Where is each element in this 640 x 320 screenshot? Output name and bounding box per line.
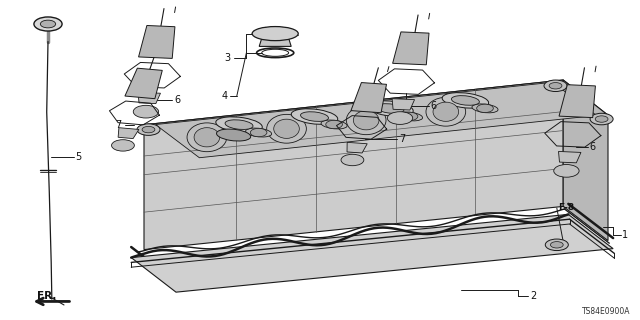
Ellipse shape	[301, 112, 328, 121]
Ellipse shape	[187, 123, 227, 152]
Circle shape	[544, 80, 567, 92]
Text: 1: 1	[622, 230, 628, 240]
Circle shape	[111, 140, 134, 151]
Polygon shape	[131, 214, 613, 292]
Circle shape	[142, 126, 155, 133]
Text: 6: 6	[589, 141, 596, 152]
Polygon shape	[156, 82, 596, 158]
Circle shape	[401, 112, 418, 121]
Polygon shape	[138, 92, 161, 104]
Circle shape	[133, 105, 159, 118]
Circle shape	[477, 104, 493, 113]
Circle shape	[250, 128, 267, 137]
Circle shape	[545, 239, 568, 251]
Ellipse shape	[451, 96, 479, 105]
Ellipse shape	[194, 128, 220, 147]
Ellipse shape	[426, 97, 466, 126]
Polygon shape	[559, 151, 581, 163]
Circle shape	[590, 113, 613, 125]
Ellipse shape	[291, 109, 338, 124]
Text: 7: 7	[115, 120, 122, 130]
Text: 2: 2	[530, 291, 536, 301]
Ellipse shape	[367, 101, 413, 116]
Polygon shape	[392, 32, 429, 65]
Ellipse shape	[225, 120, 253, 130]
Text: TS84E0900A: TS84E0900A	[582, 308, 630, 316]
Polygon shape	[125, 68, 163, 99]
Text: 6: 6	[174, 95, 180, 105]
Ellipse shape	[346, 106, 386, 135]
Ellipse shape	[321, 120, 347, 129]
Circle shape	[387, 112, 413, 124]
Circle shape	[326, 120, 342, 129]
Ellipse shape	[442, 93, 489, 108]
Ellipse shape	[376, 104, 404, 113]
Ellipse shape	[216, 117, 262, 132]
Polygon shape	[144, 80, 563, 250]
Circle shape	[554, 164, 579, 177]
Ellipse shape	[353, 111, 379, 130]
Circle shape	[550, 242, 563, 248]
Text: 4: 4	[221, 91, 227, 101]
Text: 6: 6	[431, 101, 437, 111]
Ellipse shape	[216, 129, 251, 141]
Polygon shape	[559, 85, 595, 118]
Ellipse shape	[472, 104, 498, 113]
Circle shape	[341, 154, 364, 166]
Polygon shape	[351, 83, 387, 113]
Circle shape	[595, 116, 608, 122]
Circle shape	[34, 17, 62, 31]
Polygon shape	[138, 26, 175, 59]
Polygon shape	[144, 80, 608, 160]
Text: 7: 7	[399, 134, 405, 144]
Circle shape	[40, 20, 56, 28]
Circle shape	[549, 83, 562, 89]
Polygon shape	[118, 128, 139, 139]
Polygon shape	[392, 99, 415, 110]
Text: 5: 5	[76, 152, 82, 162]
Polygon shape	[563, 80, 608, 241]
Text: FR.: FR.	[37, 291, 56, 301]
Text: 3: 3	[224, 52, 230, 63]
Ellipse shape	[252, 27, 298, 41]
Ellipse shape	[274, 119, 300, 138]
Ellipse shape	[397, 112, 422, 121]
Text: E-8: E-8	[558, 203, 574, 212]
Polygon shape	[259, 36, 291, 46]
Ellipse shape	[246, 128, 271, 137]
Ellipse shape	[267, 114, 307, 143]
Polygon shape	[347, 142, 367, 153]
Ellipse shape	[433, 102, 459, 121]
Circle shape	[137, 124, 160, 135]
